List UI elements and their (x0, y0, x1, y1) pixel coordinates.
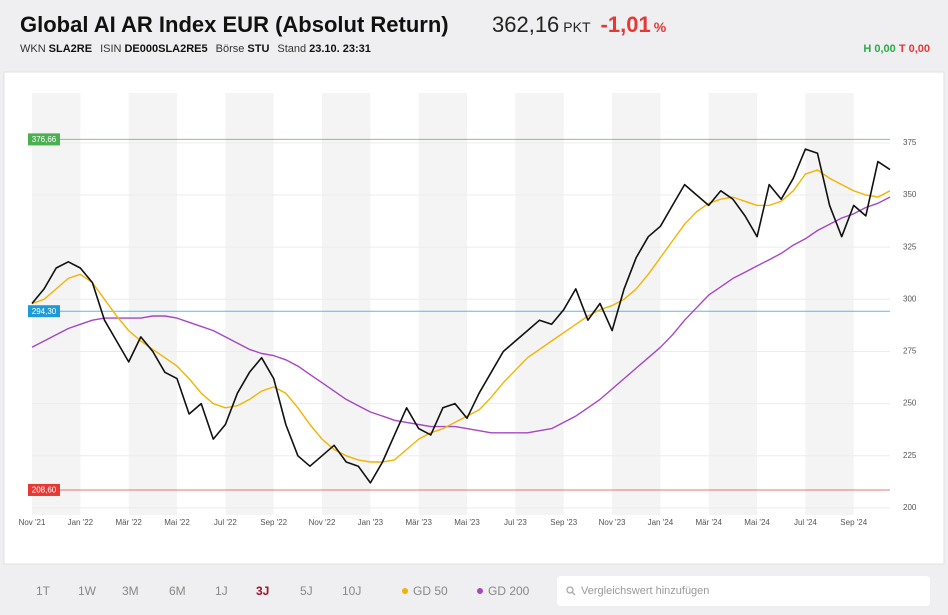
x-tick-label: Mär '23 (405, 518, 432, 527)
x-tick-label: Nov '21 (19, 518, 46, 527)
high-low: H 0,00 T 0,00 (863, 43, 930, 55)
band (128, 93, 178, 515)
legend-label: GD 200 (488, 584, 530, 598)
band (805, 93, 854, 515)
x-tick-label: Jan '24 (648, 518, 674, 527)
unit: PKT (563, 19, 591, 35)
y-tick-label: 225 (903, 451, 917, 460)
meta: WKN SLA2RE ISIN DE000SLA2RE5 Börse STU Stand 23… (20, 43, 379, 55)
x-tick-label: Jan '23 (358, 518, 384, 527)
x-tick-label: Jan '22 (68, 518, 94, 527)
meta-label: Börse (215, 43, 245, 55)
reference-label-bg (28, 133, 60, 146)
x-tick-label: Sep '24 (840, 518, 867, 527)
period-button[interactable]: 10J (342, 584, 362, 598)
price: 362,16 (492, 12, 560, 37)
high: H 0,00 (863, 43, 896, 55)
x-tick-label: Mai '22 (164, 518, 190, 527)
meta-label: ISIN (100, 43, 122, 55)
band (322, 93, 371, 515)
x-tick-label: Nov '23 (599, 518, 626, 527)
period-button[interactable]: 1T (36, 584, 51, 598)
meta-value: STU (247, 43, 270, 55)
meta-value: 23.10. 23:31 (309, 43, 371, 55)
period-button[interactable]: 1J (215, 584, 228, 598)
meta-item: Stand 23.10. 23:31 (277, 43, 379, 55)
legend-label: GD 50 (413, 584, 448, 598)
period-button[interactable]: 6M (169, 584, 186, 598)
x-tick-label: Sep '23 (550, 518, 577, 527)
legend-dot (477, 588, 483, 594)
reference-label-bg (28, 305, 60, 318)
meta-item: Börse STU (216, 43, 278, 55)
x-tick-label: Mai '24 (744, 518, 770, 527)
y-tick-label: 325 (903, 242, 917, 251)
reference-label-bg (28, 483, 60, 496)
band (515, 93, 564, 515)
reference-label: 294,30 (32, 307, 57, 316)
quote: 362,16 PKT -1,01% (492, 12, 666, 38)
header: Global AI AR Index EUR (Absolut Return) … (0, 0, 948, 70)
band (225, 93, 274, 515)
meta-item: WKN SLA2RE (20, 43, 100, 55)
legend-item[interactable]: GD 200 (477, 584, 529, 598)
meta-value: DE000SLA2RE5 (124, 43, 208, 55)
low: T 0,00 (898, 43, 930, 55)
x-tick-label: Sep '22 (260, 518, 287, 527)
period-button[interactable]: 3J (256, 584, 270, 598)
line-series (31, 196, 891, 434)
y-tick-label: 300 (903, 294, 917, 303)
meta-value: SLA2RE (48, 43, 93, 55)
y-tick-label: 250 (903, 399, 917, 408)
line-series (31, 169, 891, 463)
legend-item[interactable]: GD 50 (402, 584, 448, 598)
x-tick-label: Mai '23 (454, 518, 480, 527)
x-tick-label: Jul '23 (504, 518, 527, 527)
chart: 200 225 250 275 300 325 350 375 Nov '21 Jan '22 Mä… (3, 71, 945, 565)
line-series (31, 148, 891, 484)
y-tick-label: 200 (903, 503, 917, 512)
title: Global AI AR Index EUR (Absolut Return) (20, 12, 449, 37)
x-tick-label: Jul '22 (214, 518, 237, 527)
band (708, 93, 758, 515)
period-button[interactable]: 3M (122, 584, 139, 598)
legend-dot (402, 588, 408, 594)
change-unit: % (653, 19, 667, 35)
x-tick-label: Jul '24 (794, 518, 817, 527)
change: -1,01 (600, 12, 651, 37)
meta-label: Stand (277, 43, 307, 55)
band (32, 93, 81, 515)
y-tick-label: 275 (903, 347, 917, 356)
x-tick-label: Mär '24 (696, 518, 723, 527)
band (418, 93, 468, 515)
period-button[interactable]: 1W (78, 584, 96, 598)
y-tick-label: 375 (903, 138, 917, 147)
x-tick-label: Nov '22 (309, 518, 336, 527)
search-placeholder: Vergleichswert hinzufügen (581, 585, 710, 597)
toolbar: Vergleichswert hinzufügen 1T 1W 3M 6M 1J 3J 5J… (0, 568, 948, 615)
y-tick-label: 350 (903, 190, 917, 199)
x-tick-label: Mär '22 (115, 518, 142, 527)
meta-label: WKN (20, 43, 46, 55)
period-button[interactable]: 5J (300, 584, 313, 598)
meta-item: ISIN DE000SLA2RE5 (100, 43, 216, 55)
search-box[interactable]: Vergleichswert hinzufügen (557, 576, 930, 606)
search-icon (566, 586, 576, 596)
reference-label: 376,66 (32, 135, 57, 144)
reference-label: 208,60 (32, 486, 57, 495)
